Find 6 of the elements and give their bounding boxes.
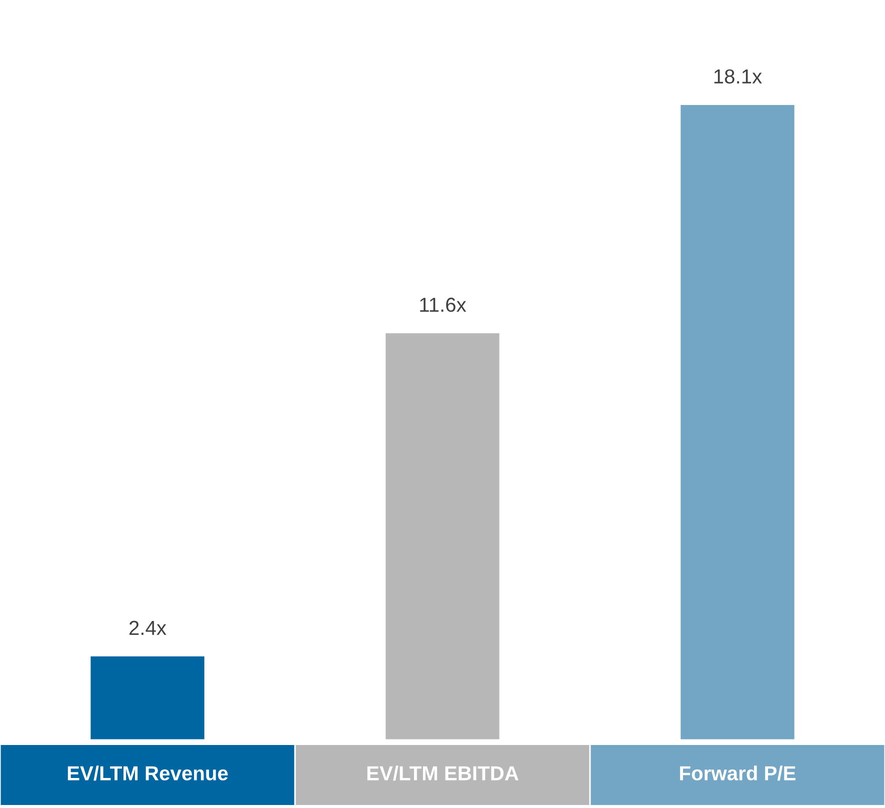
data-label: 2.4x [129, 620, 166, 635]
data-label: 11.6x [420, 298, 466, 312]
x-tick-label: EV/LTM Revenue [68, 766, 228, 781]
x-tick-label: EV/LTM EBITDA [367, 766, 518, 781]
data-label: 18.1x [714, 69, 762, 84]
x-tick-label: Forward P/E [680, 766, 796, 781]
